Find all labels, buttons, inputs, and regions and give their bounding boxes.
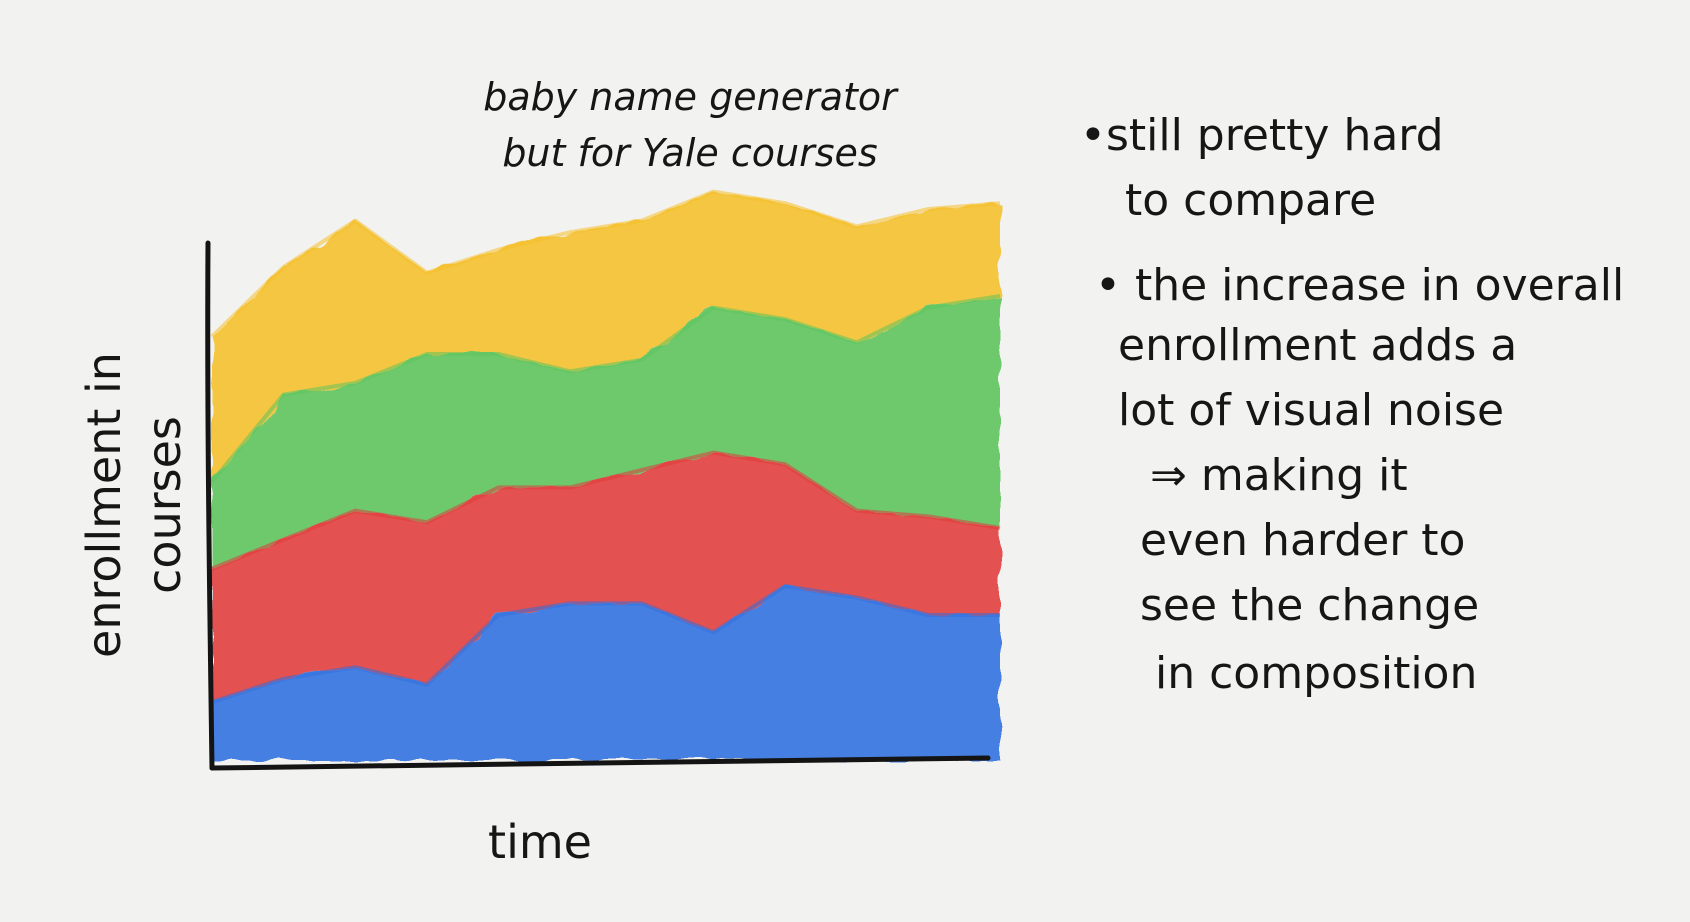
y-axis-label: enrollment in courses: [77, 352, 191, 658]
note-3-line-1: ⇒ making it: [1150, 450, 1408, 501]
area-series-4: [212, 191, 1000, 482]
area-edge-series-1: [211, 584, 1000, 704]
area-edges: [210, 189, 1001, 704]
note-1-line-1: •still pretty hard: [1080, 110, 1444, 161]
area-series-3: [212, 296, 1000, 569]
y-axis-label-line-2: courses: [137, 416, 191, 594]
note-3-line-2: even harder to: [1140, 515, 1465, 566]
note-3-line-3: see the change: [1140, 580, 1479, 631]
area-series-2: [212, 452, 1000, 702]
x-axis-line: [209, 755, 991, 771]
y-axis-label-line-1: enrollment in: [77, 352, 131, 658]
note-3-line-4: in composition: [1155, 648, 1477, 699]
area-series-1: [212, 586, 1000, 760]
stacked-area-layers: [212, 191, 1000, 760]
chart-title-line-2: but for Yale courses: [502, 131, 877, 175]
area-edge-series-2: [211, 450, 1001, 571]
chart-title-line-1: baby name generator: [483, 75, 899, 119]
y-axis-line: [205, 240, 215, 771]
x-axis-label: time: [488, 815, 592, 869]
area-edge-series-4: [210, 189, 1001, 339]
note-2-line-2: enrollment adds a: [1118, 320, 1517, 371]
note-2-line-1: • the increase in overall: [1095, 260, 1624, 311]
note-2-line-3: lot of visual noise: [1118, 385, 1504, 436]
area-edge-series-3: [210, 294, 1001, 483]
note-1-line-2: to compare: [1125, 175, 1376, 226]
side-notes: •still pretty hard to compare • the incr…: [1080, 110, 1624, 699]
